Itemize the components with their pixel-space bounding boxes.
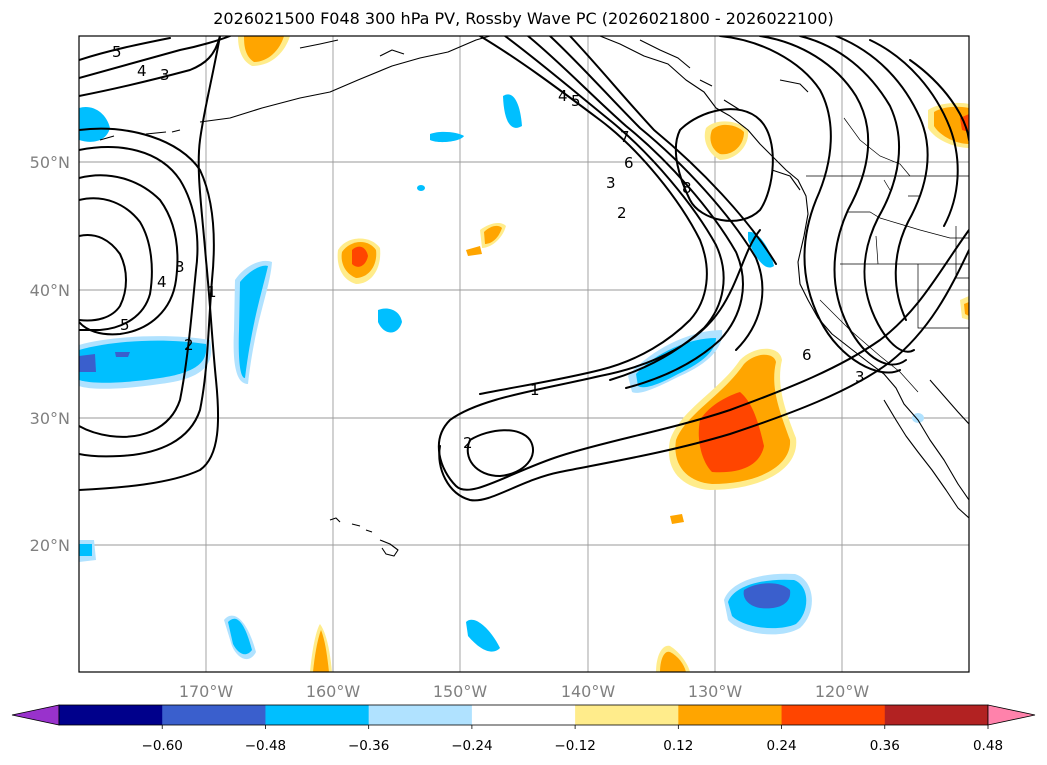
colorbar-segment [59,705,163,725]
contour-label: 4 [558,87,568,105]
contour-label: 3 [175,258,185,276]
colorbar-segment [781,705,886,725]
contour-label: 2 [463,434,473,452]
contour-label: 8 [682,179,692,197]
contour-label: 2 [184,336,194,354]
contour-label: 3 [160,66,170,84]
lat-label: 20°N [30,536,70,555]
colorbar-segment [575,705,679,725]
colorbar-segment [471,705,576,725]
lat-label: 30°N [30,409,70,428]
colorbar-extend-left [11,704,60,726]
contour-label: 5 [571,92,581,110]
lon-label: 130°W [688,682,743,701]
colorbar-extend-right [987,704,1036,726]
contour-label: 1 [530,381,540,399]
colorbar-tick-label: 0.48 [973,738,1003,754]
colorbar-tick-label: −0.12 [554,738,595,754]
borders [806,117,969,393]
colorbar-segment [678,705,783,725]
colorbar-tick-label: −0.36 [348,738,389,754]
colorbar-segment [368,705,473,725]
longitude-labels: 170°W 160°W 150°W 140°W 130°W 120°W [179,682,870,701]
lat-label: 50°N [30,153,70,172]
lon-label: 150°W [433,682,488,701]
map-title: 2026021500 F048 300 hPa PV, Rossby Wave … [213,9,834,28]
colorbar-tick-label: 0.12 [663,738,693,754]
contour-label: 3 [606,174,616,192]
lon-label: 120°W [815,682,870,701]
pv-shading [79,36,969,672]
contour-label: 1 [207,283,217,301]
colorbar-tick-label: 0.36 [870,738,900,754]
contour-label: 4 [157,273,167,291]
colorbar: −0.60 −0.48 −0.36 −0.24 −0.12 0.12 0.24 0.36 0.4… [11,704,1036,754]
pv-contours [79,36,969,502]
contour-label: 6 [624,154,634,172]
contour-label: 2 [617,204,627,222]
colorbar-tick-label: 0.24 [767,738,797,754]
contour-label: 7 [620,128,630,146]
contour-labels: 5 4 3 3 4 5 1 2 4 5 7 6 3 2 8 1 2 6 3 [112,43,865,452]
contour-label: 3 [855,368,865,386]
colorbar-segment [162,705,266,725]
colorbar-tick-label: −0.48 [245,738,286,754]
latitude-labels: 50°N 40°N 30°N 20°N [30,153,70,555]
map-frame [78,35,970,673]
colorbar-tick-label: −0.24 [451,738,492,754]
lat-label: 40°N [30,281,70,300]
colorbar-segment [265,705,370,725]
contour-label: 5 [120,316,130,334]
contour-label: 4 [137,62,147,80]
lon-label: 160°W [306,682,361,701]
lon-label: 140°W [561,682,616,701]
contour-label: 5 [112,43,122,61]
lon-label: 170°W [179,682,234,701]
map-panel [79,36,969,672]
colorbar-segment [884,705,989,725]
contour-label: 6 [802,346,812,364]
colorbar-tick-label: −0.60 [142,738,183,754]
coastlines [99,36,969,557]
